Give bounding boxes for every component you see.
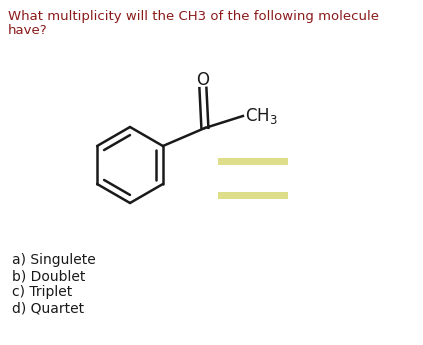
Text: CH$_3$: CH$_3$	[245, 106, 277, 126]
Bar	[218, 192, 288, 199]
Text: O: O	[196, 71, 209, 89]
Text: a) Singulete: a) Singulete	[12, 253, 96, 267]
Text: b) Doublet: b) Doublet	[12, 269, 85, 283]
Text: What multiplicity will the CH3 of the following molecule: What multiplicity will the CH3 of the fo…	[8, 10, 379, 23]
Text: have?: have?	[8, 24, 48, 37]
Text: d) Quartet: d) Quartet	[12, 301, 84, 315]
Text: c) Triplet: c) Triplet	[12, 285, 72, 299]
Bar	[218, 158, 288, 165]
